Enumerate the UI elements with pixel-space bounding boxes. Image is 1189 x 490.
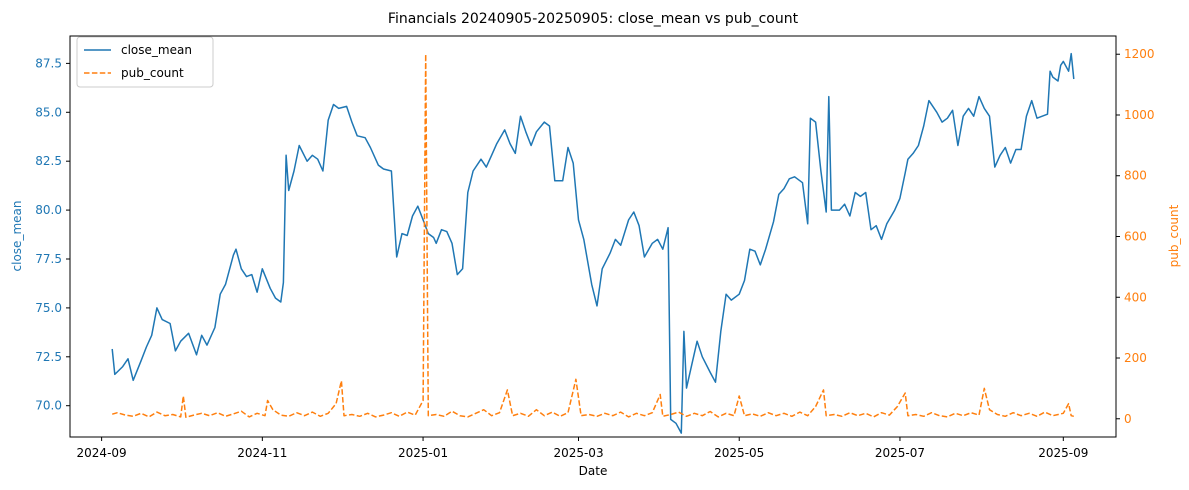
left-y-tick-label: 80.0 <box>35 203 62 217</box>
x-tick-label: 2025-09 <box>1038 446 1088 460</box>
x-tick-label: 2024-09 <box>77 446 127 460</box>
left-y-tick-label: 70.0 <box>35 399 62 413</box>
plot-frame <box>69 35 1117 438</box>
right-y-tick-label: 600 <box>1124 230 1147 244</box>
left-y-tick-label: 72.5 <box>35 350 62 364</box>
right-y-tick-label: 200 <box>1124 351 1147 365</box>
chart-title: Financials 20240905-20250905: close_mean… <box>388 11 799 27</box>
series-line-close-mean <box>111 52 1075 434</box>
right-y-axis-title: pub_count <box>1167 204 1181 267</box>
right-y-tick-label: 800 <box>1124 169 1147 183</box>
left-y-tick-label: 75.0 <box>35 301 62 315</box>
left-y-axis: 70.0 72.5 75.0 77.5 80.0 82.5 85.0 87.5 <box>35 56 70 413</box>
left-y-tick-label: 87.5 <box>35 56 62 70</box>
series-line-pub-count <box>111 53 1074 419</box>
legend: close_mean pub_count <box>76 36 214 88</box>
right-y-tick-label: 0 <box>1124 412 1132 426</box>
left-y-tick-label: 77.5 <box>35 252 62 266</box>
right-y-tick-label: 1200 <box>1124 47 1155 61</box>
x-axis: 2024-09 2024-11 2025-01 2025-03 2025-05 2025-… <box>77 437 1088 460</box>
x-axis-title: Date <box>579 464 608 478</box>
right-y-axis: 0 200 400 600 800 1000 1200 <box>1116 47 1155 426</box>
x-tick-label: 2025-01 <box>398 446 448 460</box>
x-tick-label: 2025-03 <box>553 446 603 460</box>
left-y-axis-title: close_mean <box>10 201 24 272</box>
right-y-tick-label: 400 <box>1124 290 1147 304</box>
left-y-tick-label: 82.5 <box>35 154 62 168</box>
x-tick-label: 2025-07 <box>875 446 925 460</box>
x-tick-label: 2025-05 <box>714 446 764 460</box>
plot-area <box>111 52 1075 434</box>
legend-label-close-mean: close_mean <box>121 43 192 57</box>
right-y-tick-label: 1000 <box>1124 108 1155 122</box>
x-tick-label: 2024-11 <box>237 446 287 460</box>
left-y-tick-label: 85.0 <box>35 105 62 119</box>
legend-label-pub-count: pub_count <box>121 66 184 80</box>
